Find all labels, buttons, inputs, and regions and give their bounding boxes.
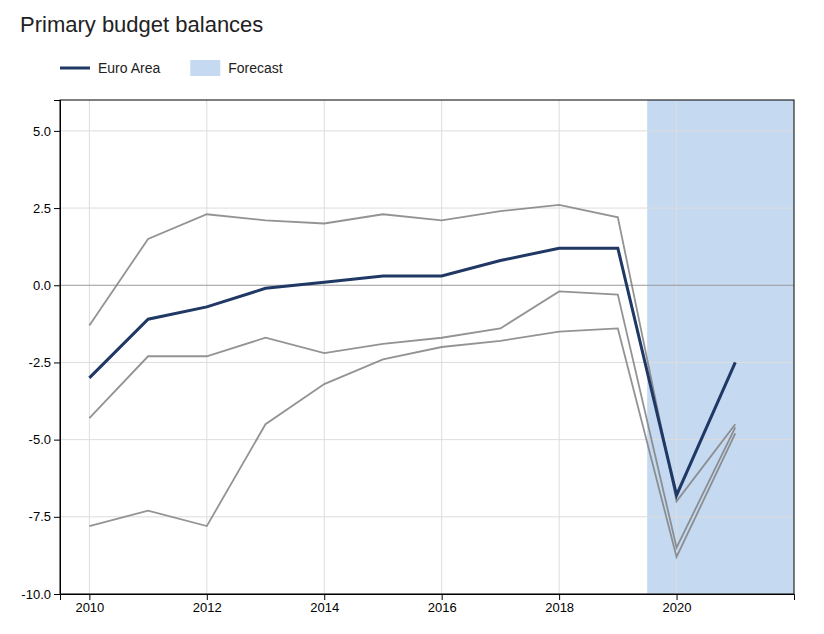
tick-label: 2.5 bbox=[33, 201, 51, 216]
tick-label: 2018 bbox=[545, 600, 574, 615]
tick: 2.5 bbox=[33, 201, 60, 216]
grid-line-x bbox=[676, 100, 677, 594]
tick-mark bbox=[54, 440, 60, 441]
legend-label: Euro Area bbox=[98, 60, 160, 76]
tick: -7.5 bbox=[29, 509, 60, 524]
legend: Euro Area Forecast bbox=[60, 60, 283, 76]
tick-mark bbox=[54, 362, 60, 363]
tick: 2018 bbox=[545, 594, 574, 615]
grid-line-y bbox=[60, 362, 794, 363]
series bbox=[89, 205, 735, 557]
tick-mark bbox=[89, 594, 90, 600]
tick: 2014 bbox=[310, 594, 339, 615]
grid-line-x bbox=[324, 100, 325, 594]
legend-item: Euro Area bbox=[60, 60, 160, 76]
x-axis: 2010 2012 2014 2016 2018 2020 bbox=[61, 594, 795, 615]
zero-line bbox=[60, 285, 794, 286]
tick-mark bbox=[54, 594, 60, 595]
grid-line-x bbox=[206, 100, 207, 594]
grid-line-x bbox=[89, 100, 90, 594]
tick-mark bbox=[324, 594, 325, 600]
euro-area-line bbox=[89, 248, 735, 495]
y-axis: -10.0 -7.5 -5.0 -2.5 0.0 2.5 5.0 bbox=[21, 101, 60, 602]
tick: -2.5 bbox=[29, 355, 60, 370]
tick-label: -10.0 bbox=[21, 587, 51, 602]
legend-item: Forecast bbox=[190, 60, 283, 76]
plot: 2010 2012 2014 2016 2018 2020 -10.0 -7.5 -5.0 -2.… bbox=[21, 100, 794, 615]
tick-mark bbox=[207, 594, 208, 600]
legend-swatch bbox=[190, 60, 220, 76]
plot-frame bbox=[60, 100, 794, 594]
tick-label: 2010 bbox=[75, 600, 104, 615]
tick-label: 2014 bbox=[310, 600, 339, 615]
legend-swatch bbox=[60, 67, 90, 70]
tick-label: 0.0 bbox=[33, 278, 51, 293]
tick: -5.0 bbox=[29, 432, 60, 447]
chart: Primary budget balances20102012201420162… bbox=[0, 0, 824, 634]
title: Primary budget balances bbox=[20, 12, 263, 37]
tick: 5.0 bbox=[33, 124, 60, 139]
tick-label: -2.5 bbox=[29, 355, 51, 370]
tick-mark bbox=[54, 285, 60, 286]
axis-line bbox=[54, 101, 61, 595]
tick-label: 2016 bbox=[428, 600, 457, 615]
tick: 2016 bbox=[428, 594, 457, 615]
tick-mark bbox=[442, 594, 443, 600]
tick: 2012 bbox=[193, 594, 222, 615]
axis-line bbox=[61, 595, 795, 601]
grid-line-x bbox=[559, 100, 560, 594]
tick-mark bbox=[54, 517, 60, 518]
tick: 0.0 bbox=[33, 278, 60, 293]
tick: 2010 bbox=[75, 594, 104, 615]
tick-label: 2020 bbox=[663, 600, 692, 615]
tick-label: -7.5 bbox=[29, 509, 51, 524]
tick-mark bbox=[559, 594, 560, 600]
tick-mark bbox=[54, 131, 60, 132]
grid-line-y bbox=[60, 130, 794, 131]
tick-mark bbox=[677, 594, 678, 600]
tick-label: -5.0 bbox=[29, 432, 51, 447]
tick-label: 2012 bbox=[193, 600, 222, 615]
grid bbox=[60, 100, 794, 594]
country-line bbox=[89, 328, 735, 556]
legend-label: Forecast bbox=[228, 60, 283, 76]
tick-mark bbox=[54, 208, 60, 209]
tick: 2020 bbox=[663, 594, 692, 615]
grid-line-y bbox=[60, 208, 794, 209]
tick-label: 5.0 bbox=[33, 124, 51, 139]
tick: -10.0 bbox=[21, 587, 60, 602]
grid-line-y bbox=[60, 439, 794, 440]
